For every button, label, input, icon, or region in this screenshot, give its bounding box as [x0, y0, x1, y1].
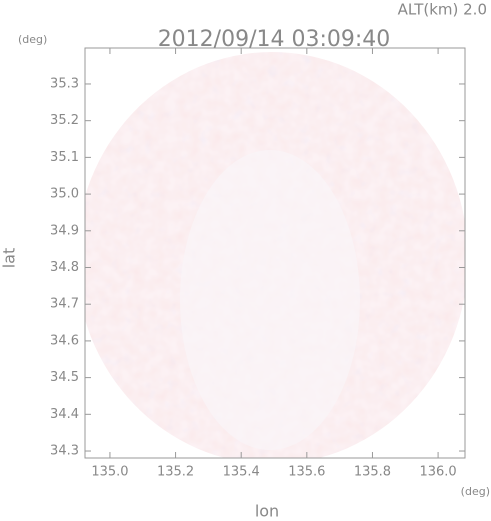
x-tick-label: 135.8 [354, 465, 391, 480]
radar-field [85, 52, 465, 458]
y-tick-label: 34.9 [50, 223, 79, 238]
plot-frame [84, 47, 466, 459]
altitude-label: ALT(km) 2.0 [398, 1, 487, 19]
y-tick-label: 34.6 [50, 333, 79, 348]
x-axis-label: lon [255, 502, 279, 521]
x-tick-label: 135.6 [288, 465, 325, 480]
x-tick-label: 135.2 [157, 465, 194, 480]
y-tick-label: 34.5 [50, 370, 79, 385]
y-tick-label: 34.4 [50, 407, 79, 422]
x-unit: (deg) [461, 485, 490, 498]
y-tick-label: 35.0 [50, 187, 79, 202]
y-axis-label: lat [0, 248, 19, 269]
y-tick-label: 34.7 [50, 297, 79, 312]
y-tick-label: 34.8 [50, 260, 79, 275]
radar-calm-zone [180, 150, 360, 450]
x-tick-label: 135.0 [91, 465, 128, 480]
chart-title: 2012/09/14 03:09:40 [158, 27, 391, 52]
x-tick-label: 136.0 [419, 465, 456, 480]
y-tick-label: 35.2 [50, 113, 79, 128]
x-tick-label: 135.4 [223, 465, 260, 480]
y-tick-label: 35.1 [50, 150, 79, 165]
y-tick-label: 34.3 [50, 444, 79, 459]
y-unit: (deg) [18, 33, 47, 46]
y-tick-label: 35.3 [50, 76, 79, 91]
